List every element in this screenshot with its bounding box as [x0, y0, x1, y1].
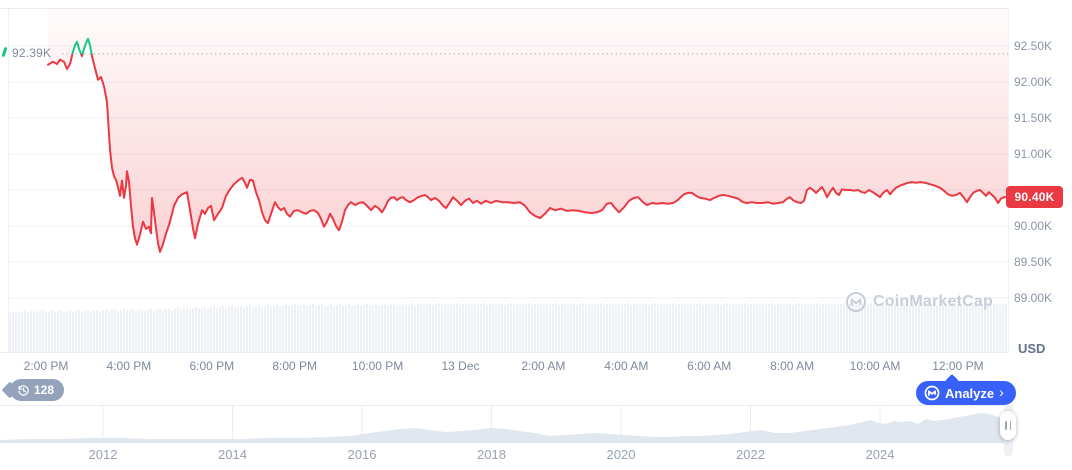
analyze-button[interactable]: Analyze ›	[916, 381, 1016, 405]
analyze-button-label: Analyze	[945, 385, 995, 401]
x-axis-label: 6:00 AM	[687, 359, 732, 373]
minimap-year-label: 2014	[218, 447, 247, 462]
current-price-badge: 90.40K	[1006, 186, 1063, 208]
x-axis-label: 2:00 AM	[521, 359, 566, 373]
x-axis-label: 4:00 AM	[604, 359, 649, 373]
y-axis-label: 91.00K	[1014, 147, 1053, 161]
x-axis-label: 10:00 PM	[351, 359, 404, 373]
y-axis-label: 92.00K	[1014, 75, 1053, 89]
x-axis-label: 13 Dec	[441, 359, 480, 373]
analyze-logo-icon	[924, 385, 940, 401]
minimap-year-label: 2012	[88, 447, 118, 462]
history-clock-icon	[18, 384, 29, 396]
plot-bottom-border	[0, 352, 1008, 353]
plot-left-border	[8, 8, 9, 352]
history-count-pill[interactable]: 128	[10, 379, 65, 401]
y-axis-label: 89.50K	[1014, 255, 1053, 269]
currency-unit-label: USD	[1018, 341, 1046, 356]
plot-top-border	[0, 8, 1008, 9]
y-axis-label: 92.50K	[1014, 39, 1053, 53]
handle-grip-icon	[1005, 421, 1007, 430]
y-axis-label: 89.00K	[1014, 291, 1053, 305]
timeline-minimap[interactable]	[0, 405, 1014, 445]
x-axis-label: 8:00 AM	[770, 359, 815, 373]
x-axis-label: 8:00 PM	[272, 359, 318, 373]
minimap-year-label: 2016	[347, 447, 377, 462]
chevron-right-icon: ›	[999, 384, 1004, 400]
plot-right-border	[1008, 8, 1009, 352]
y-axis-label: 91.50K	[1014, 111, 1053, 125]
x-axis-label: 10:00 AM	[849, 359, 901, 373]
x-axis-label: 2:00 PM	[23, 359, 69, 373]
x-axis-label: 6:00 PM	[189, 359, 235, 373]
minimap-year-label: 2018	[477, 447, 506, 462]
minimap-year-label: 2020	[606, 447, 636, 462]
minimap-year-label: 2024	[865, 447, 895, 462]
x-axis-label: 12:00 PM	[932, 359, 984, 373]
y-axis-label: 90.00K	[1014, 219, 1053, 233]
handle-grip-icon	[1009, 421, 1011, 430]
minimap-top-border	[0, 405, 1014, 406]
minimap-scrubber-handle[interactable]	[1000, 411, 1016, 440]
x-axis-label: 4:00 PM	[106, 359, 152, 373]
minimap-year-label: 2022	[736, 447, 765, 462]
open-price-label: 92.39K	[12, 46, 52, 60]
history-count: 128	[34, 383, 55, 397]
price-line-chart[interactable]	[0, 0, 1072, 353]
